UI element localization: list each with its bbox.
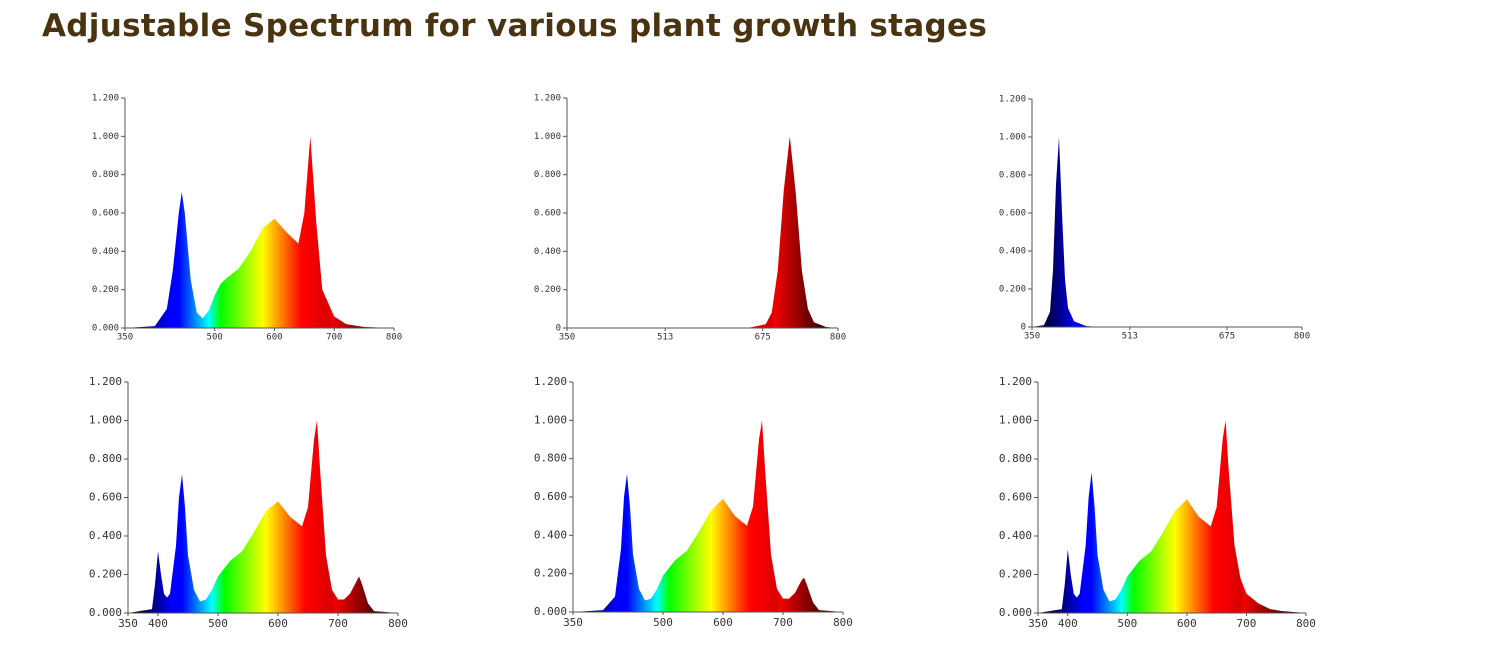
y-tick-label: 0.600 [534,490,567,503]
spectrum-area [128,420,398,613]
x-tick-label: 700 [328,617,348,630]
x-tick-label: 800 [830,333,846,343]
y-tick-label: 0.800 [534,170,561,180]
y-tick-label: 1.000 [999,414,1032,427]
y-tick-label: 0.200 [534,567,567,580]
x-tick-label: 675 [1219,332,1235,342]
x-tick-label: 700 [1237,617,1257,630]
spectrum-area [1032,137,1302,327]
y-tick-label: 1.200 [89,375,122,388]
x-tick-label: 350 [559,333,575,343]
y-tick-label: 0.000 [89,606,122,619]
y-tick-label: 0.600 [534,209,561,219]
y-tick-label: 0.400 [999,247,1026,257]
spectrum-area [567,136,838,328]
y-tick-label: 0.400 [89,529,122,542]
y-tick-label: 0.200 [999,568,1032,581]
x-tick-label: 350 [1024,332,1040,342]
x-tick-label: 500 [207,333,223,343]
spectrum-area [573,420,843,612]
y-tick-label: 1.000 [534,413,567,426]
spectrum-area [1038,420,1306,613]
y-tick-label: 0.200 [92,285,119,295]
x-tick-label: 800 [833,616,853,629]
x-tick-label: 500 [1117,617,1137,630]
y-tick-label: 0.800 [999,452,1032,465]
x-tick-label: 600 [266,333,282,343]
y-tick-label: 1.200 [92,94,119,104]
y-tick-label: 0.400 [92,247,119,257]
y-tick-label: 0.800 [999,171,1026,181]
x-tick-label: 800 [386,333,402,343]
y-tick-label: 0.600 [999,209,1026,219]
x-tick-label: 800 [388,617,408,630]
y-tick-label: 0.000 [999,606,1032,619]
y-tick-label: 0.600 [999,491,1032,504]
x-tick-label: 700 [773,616,793,629]
x-tick-label: 800 [1296,617,1316,630]
x-tick-label: 500 [208,617,228,630]
spectrum-area [125,136,394,328]
x-tick-label: 400 [148,617,168,630]
y-tick-label: 0.400 [534,247,561,257]
x-tick-label: 800 [1294,332,1310,342]
y-tick-label: 0.200 [89,568,122,581]
y-tick-label: 1.200 [999,95,1026,105]
y-tick-label: 0.800 [92,170,119,180]
x-tick-label: 675 [755,333,771,343]
x-tick-label: 500 [653,616,673,629]
y-tick-label: 0.200 [534,285,561,295]
y-tick-label: 0.600 [92,209,119,219]
x-tick-label: 350 [1028,617,1048,630]
x-tick-label: 513 [657,333,673,343]
x-tick-label: 600 [268,617,288,630]
y-tick-label: 0.200 [999,285,1026,295]
y-tick-label: 0.000 [534,605,567,618]
y-tick-label: 1.000 [999,133,1026,143]
y-tick-label: 0.800 [89,452,122,465]
x-tick-label: 350 [563,616,583,629]
y-tick-label: 0 [1021,323,1026,333]
y-tick-label: 1.200 [999,375,1032,388]
x-tick-label: 400 [1058,617,1078,630]
x-tick-label: 350 [118,617,138,630]
y-tick-label: 1.200 [534,375,567,388]
page-title: Adjustable Spectrum for various plant gr… [42,8,988,44]
y-tick-label: 0.400 [534,528,567,541]
y-tick-label: 1.200 [534,94,561,104]
x-tick-label: 600 [713,616,733,629]
y-tick-label: 1.000 [534,132,561,142]
y-tick-label: 0 [556,324,561,334]
x-tick-label: 350 [117,333,133,343]
y-tick-label: 0.000 [92,324,119,334]
x-tick-label: 513 [1122,332,1138,342]
y-tick-label: 0.600 [89,491,122,504]
x-tick-label: 700 [326,333,342,343]
y-tick-label: 0.800 [534,452,567,465]
y-tick-label: 1.000 [89,414,122,427]
x-tick-label: 600 [1177,617,1197,630]
y-tick-label: 1.000 [92,132,119,142]
y-tick-label: 0.400 [999,529,1032,542]
